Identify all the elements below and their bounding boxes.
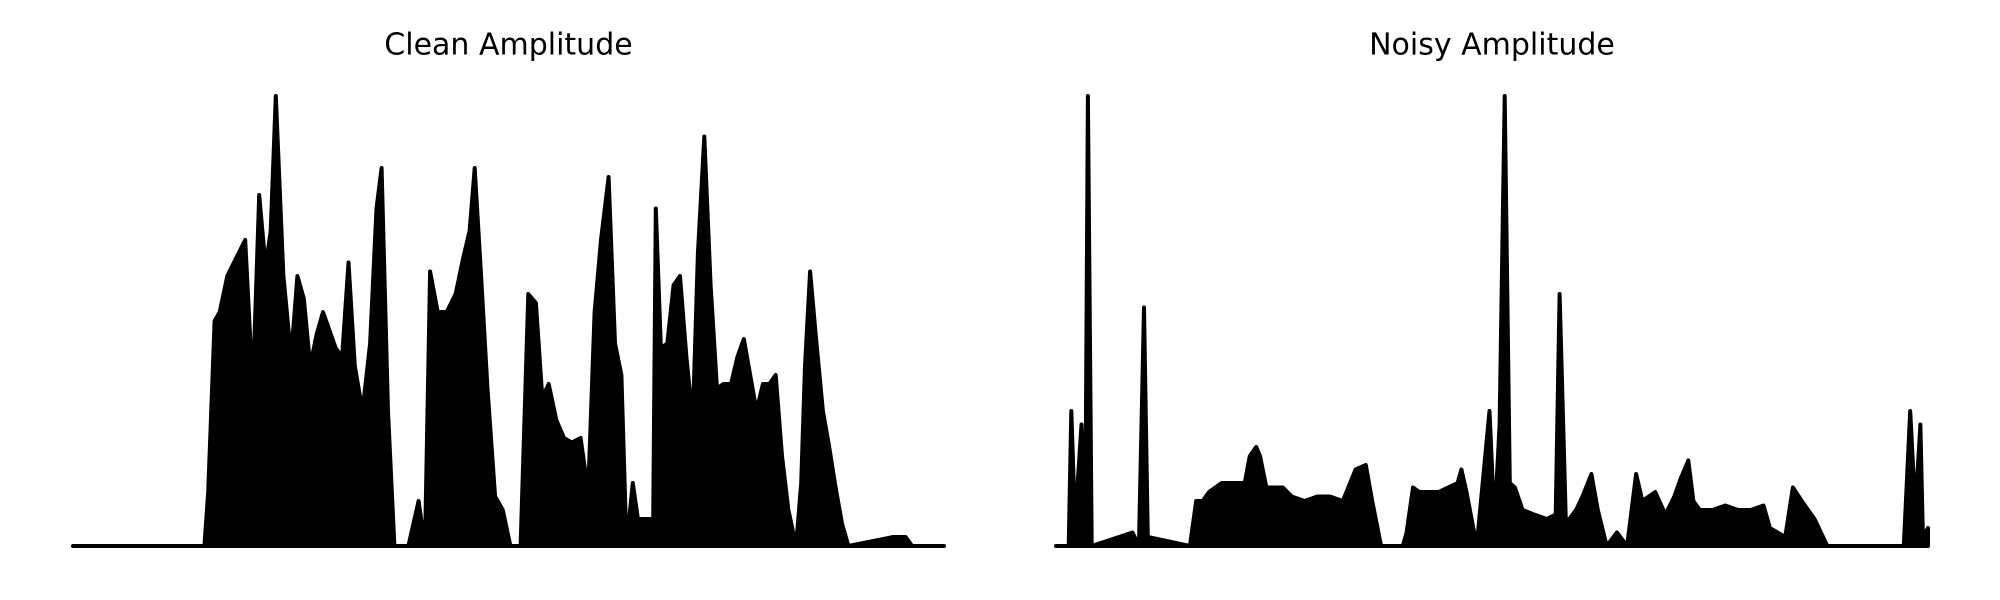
chart-title: Noisy Amplitude (1369, 28, 1615, 63)
amplitude-area (71, 94, 946, 548)
amplitude-area (1054, 94, 1930, 548)
chart-title: Clean Amplitude (384, 28, 632, 63)
